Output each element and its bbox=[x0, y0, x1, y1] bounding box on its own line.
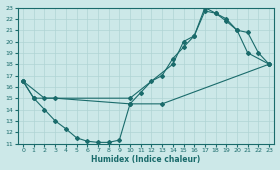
X-axis label: Humidex (Indice chaleur): Humidex (Indice chaleur) bbox=[92, 155, 201, 164]
